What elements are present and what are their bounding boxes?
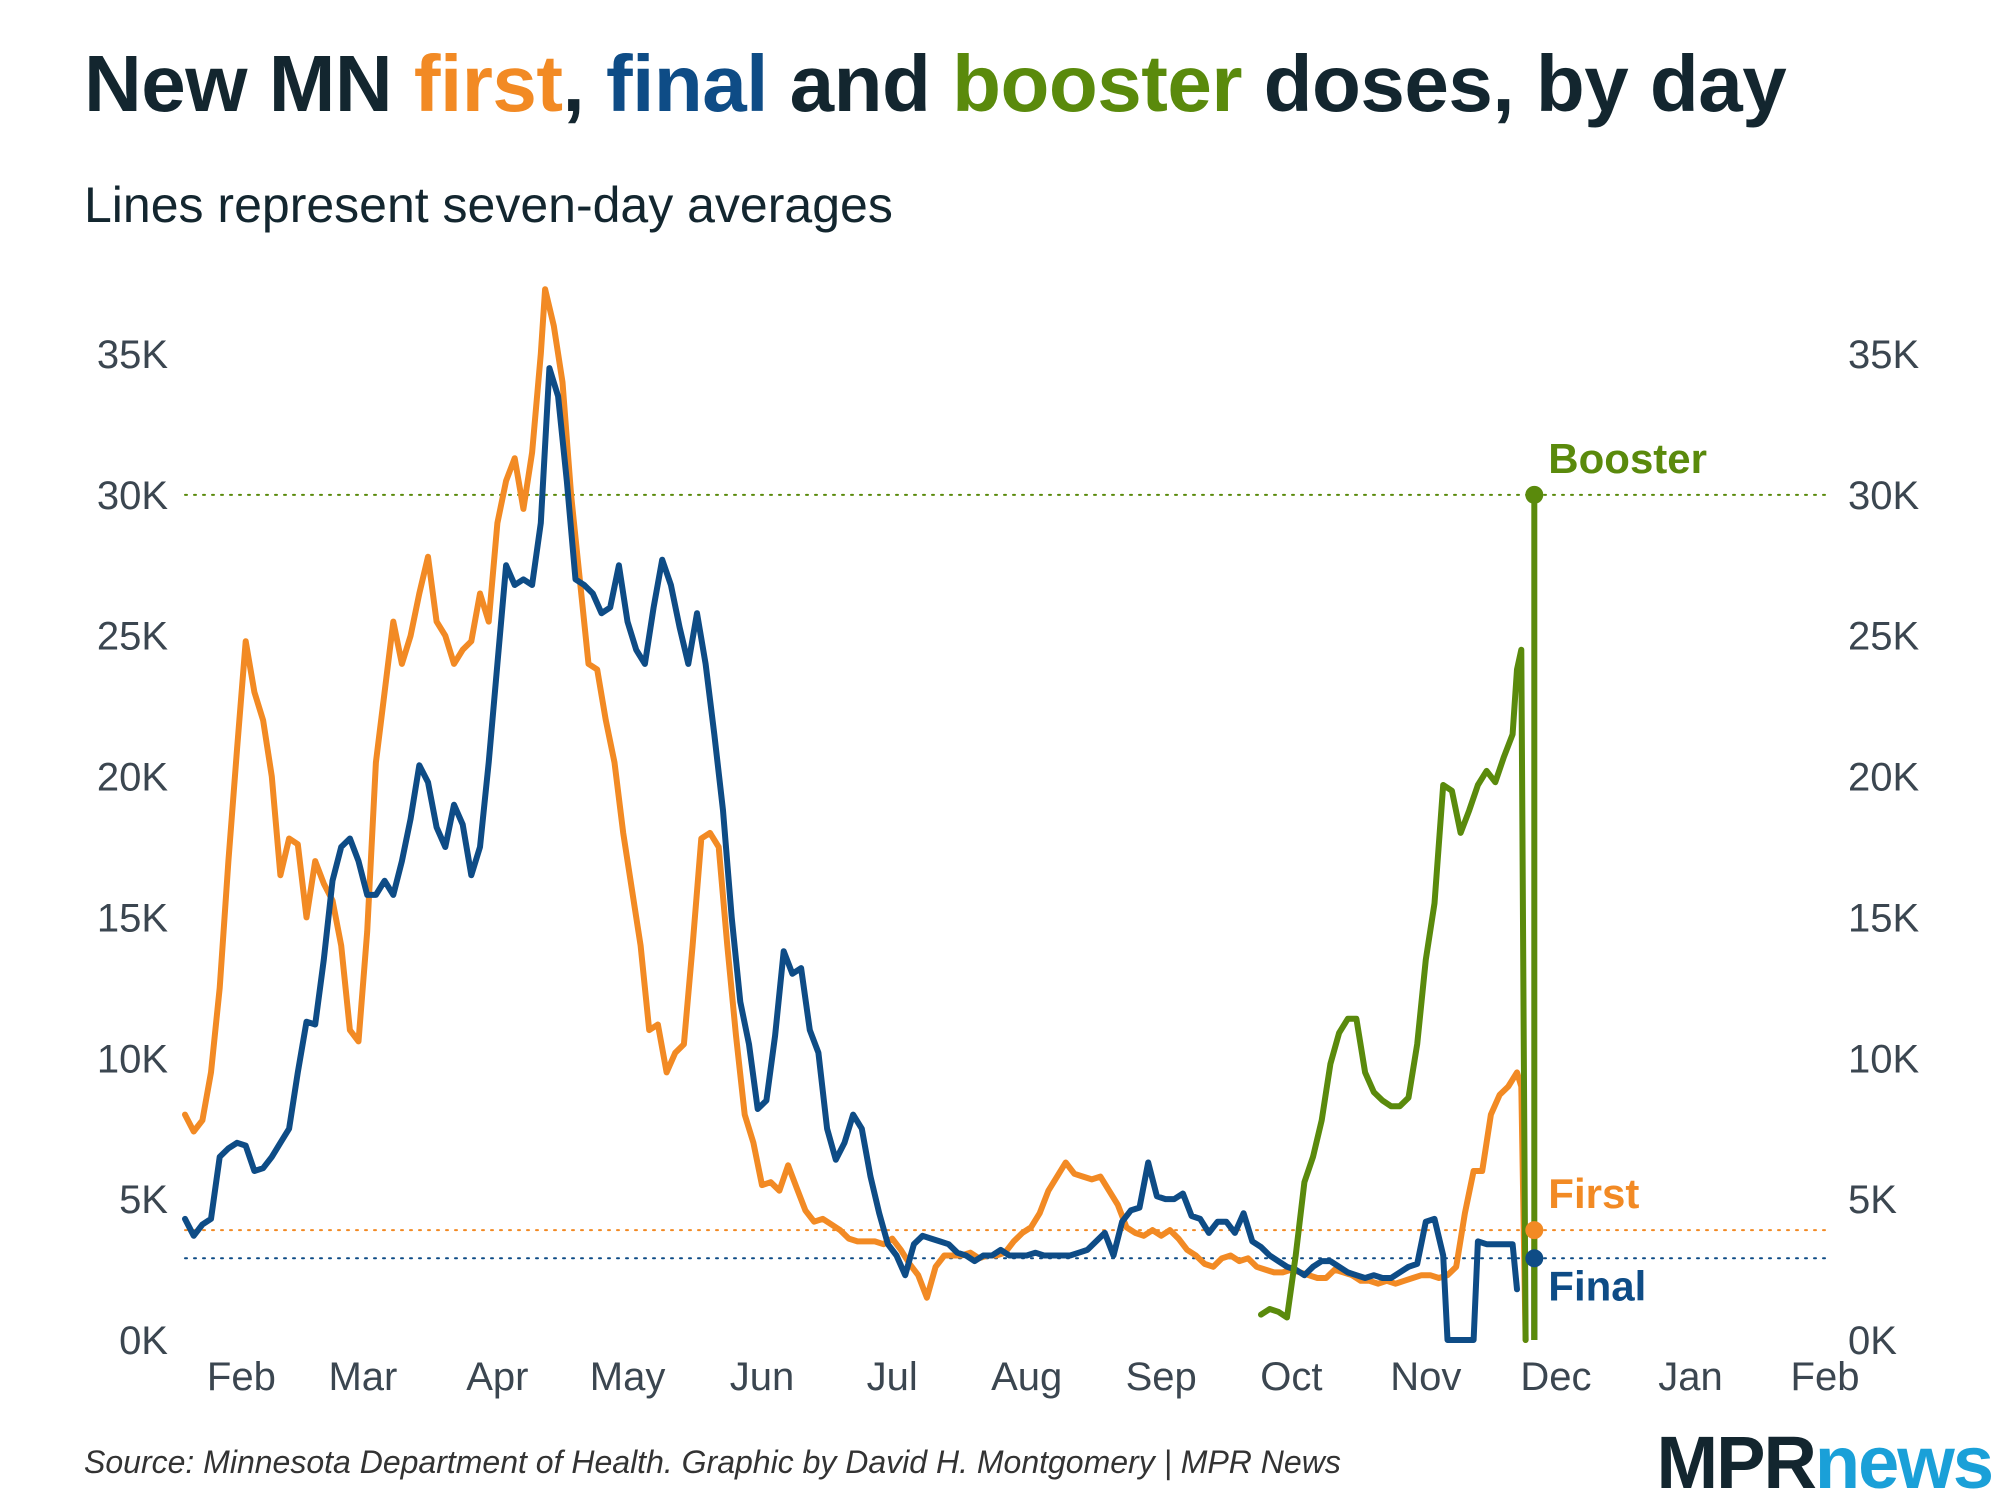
end-marker-first — [1525, 1221, 1544, 1240]
y-tick-label-right: 5K — [1848, 1178, 1897, 1222]
series-label-final: Final — [1548, 1262, 1646, 1309]
series-line-booster — [1258, 646, 1529, 1343]
y-tick-label-left: 5K — [119, 1178, 168, 1222]
y-tick-label-right: 0K — [1848, 1319, 1897, 1363]
x-tick-label: Jan — [1658, 1355, 1723, 1399]
y-tick-label-left: 15K — [97, 896, 168, 940]
title-part-2: , — [562, 39, 606, 128]
y-tick-label-left: 30K — [97, 474, 168, 518]
source-note: Source: Minnesota Department of Health. … — [84, 1444, 1341, 1480]
x-tick-label: Feb — [207, 1355, 276, 1399]
x-tick-label: Apr — [466, 1355, 528, 1399]
x-tick-label: May — [590, 1355, 666, 1399]
title-part-5: booster — [952, 39, 1242, 128]
y-tick-label-right: 35K — [1848, 333, 1919, 377]
series-line-final — [182, 365, 1520, 1343]
chart-subtitle: Lines represent seven-day averages — [84, 177, 893, 233]
title-part-6: doses, by day — [1241, 39, 1787, 128]
series-line-first — [182, 286, 1529, 1343]
title-part-0: New MN — [84, 39, 414, 128]
y-tick-label-right: 20K — [1848, 756, 1919, 800]
y-tick-label-left: 20K — [97, 756, 168, 800]
x-tick-label: Jul — [867, 1355, 918, 1399]
x-tick-label: Dec — [1520, 1355, 1591, 1399]
series-label-first: First — [1548, 1170, 1639, 1217]
series-label-booster: Booster — [1548, 435, 1707, 482]
title-part-3: final — [605, 39, 768, 128]
logo-mpr: MPR — [1656, 1421, 1816, 1504]
y-tick-label-right: 25K — [1848, 615, 1919, 659]
x-tick-label: Feb — [1791, 1355, 1860, 1399]
y-tick-label-right: 30K — [1848, 474, 1919, 518]
chart-title: New MN first, final and booster doses, b… — [84, 38, 1787, 130]
y-tick-label-right: 15K — [1848, 896, 1919, 940]
y-tick-label-left: 0K — [119, 1319, 168, 1363]
title-part-1: first — [413, 39, 563, 128]
mpr-news-logo: MPRnews — [1656, 1420, 1994, 1505]
y-tick-label-left: 35K — [97, 333, 168, 377]
x-tick-label: Mar — [328, 1355, 397, 1399]
x-tick-label: Sep — [1126, 1355, 1197, 1399]
y-tick-label-left: 25K — [97, 615, 168, 659]
end-marker-final — [1525, 1249, 1544, 1268]
x-tick-label: Jun — [730, 1355, 795, 1399]
y-tick-label-left: 10K — [97, 1037, 168, 1081]
end-marker-booster — [1525, 485, 1544, 504]
title-part-4: and — [767, 39, 953, 128]
x-tick-label: Aug — [991, 1355, 1062, 1399]
x-tick-label: Oct — [1260, 1355, 1322, 1399]
y-tick-label-right: 10K — [1848, 1037, 1919, 1081]
logo-news: news — [1814, 1421, 1994, 1504]
x-tick-label: Nov — [1390, 1355, 1461, 1399]
